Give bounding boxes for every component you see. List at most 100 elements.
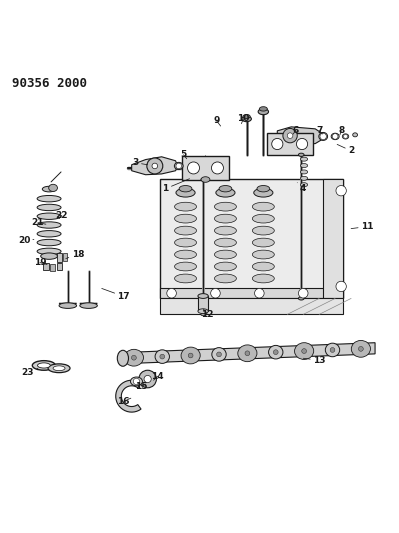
- Circle shape: [273, 350, 278, 354]
- Ellipse shape: [253, 226, 275, 235]
- Text: 5: 5: [180, 150, 187, 159]
- Ellipse shape: [41, 253, 57, 260]
- Ellipse shape: [300, 183, 308, 187]
- Ellipse shape: [300, 170, 308, 174]
- Ellipse shape: [258, 109, 269, 115]
- Text: 21: 21: [32, 218, 46, 227]
- Bar: [57, 263, 62, 270]
- Text: 1: 1: [162, 179, 190, 193]
- Circle shape: [144, 375, 151, 383]
- Ellipse shape: [175, 274, 196, 283]
- Ellipse shape: [238, 345, 257, 362]
- Circle shape: [320, 133, 326, 140]
- Ellipse shape: [253, 262, 275, 271]
- Ellipse shape: [353, 133, 358, 137]
- Bar: [160, 288, 343, 298]
- Ellipse shape: [37, 204, 61, 211]
- Ellipse shape: [300, 176, 308, 180]
- Bar: [43, 263, 49, 270]
- Text: 23: 23: [22, 368, 38, 377]
- Text: 90356 2000: 90356 2000: [12, 77, 87, 90]
- Ellipse shape: [243, 115, 250, 118]
- Ellipse shape: [269, 345, 283, 359]
- Circle shape: [147, 158, 163, 174]
- Ellipse shape: [37, 213, 61, 220]
- Ellipse shape: [37, 196, 61, 202]
- Text: 22: 22: [55, 211, 68, 220]
- Circle shape: [332, 134, 338, 139]
- Circle shape: [272, 139, 283, 150]
- Text: 6: 6: [292, 126, 298, 135]
- Text: 7: 7: [316, 126, 322, 135]
- Ellipse shape: [325, 343, 340, 357]
- Text: 20: 20: [18, 236, 34, 245]
- Bar: [182, 156, 229, 180]
- Ellipse shape: [331, 133, 339, 140]
- Circle shape: [330, 348, 335, 352]
- Ellipse shape: [214, 274, 236, 283]
- Ellipse shape: [300, 164, 308, 167]
- Ellipse shape: [37, 248, 61, 255]
- Ellipse shape: [351, 341, 370, 357]
- Ellipse shape: [59, 303, 77, 309]
- Ellipse shape: [130, 377, 142, 386]
- Ellipse shape: [253, 250, 275, 259]
- Ellipse shape: [175, 202, 196, 211]
- Text: 2: 2: [337, 144, 354, 155]
- Ellipse shape: [124, 349, 144, 366]
- Ellipse shape: [175, 226, 196, 235]
- Ellipse shape: [212, 348, 226, 361]
- Ellipse shape: [253, 214, 275, 223]
- Text: 14: 14: [151, 372, 164, 381]
- Text: 11: 11: [351, 222, 373, 231]
- Circle shape: [167, 288, 176, 298]
- Ellipse shape: [174, 163, 183, 169]
- Ellipse shape: [80, 303, 97, 309]
- Circle shape: [336, 185, 346, 196]
- Ellipse shape: [49, 184, 57, 191]
- Circle shape: [176, 163, 182, 169]
- Bar: [160, 298, 343, 314]
- Polygon shape: [80, 303, 97, 305]
- Ellipse shape: [198, 309, 208, 313]
- Polygon shape: [132, 157, 178, 175]
- Ellipse shape: [219, 185, 232, 192]
- Text: 16: 16: [117, 397, 131, 406]
- Ellipse shape: [319, 132, 328, 140]
- Text: 17: 17: [102, 288, 130, 301]
- Text: 19: 19: [34, 258, 47, 267]
- Ellipse shape: [53, 366, 65, 370]
- Bar: [63, 253, 67, 261]
- Text: 18: 18: [66, 250, 84, 259]
- Ellipse shape: [175, 262, 196, 271]
- Circle shape: [344, 134, 348, 139]
- Text: 3: 3: [132, 158, 148, 167]
- Ellipse shape: [259, 107, 267, 111]
- Ellipse shape: [253, 274, 275, 283]
- Text: 4: 4: [297, 183, 306, 193]
- Ellipse shape: [242, 116, 251, 122]
- Polygon shape: [277, 127, 323, 144]
- Ellipse shape: [298, 153, 304, 156]
- Ellipse shape: [175, 250, 196, 259]
- Circle shape: [188, 162, 200, 174]
- Ellipse shape: [201, 313, 206, 316]
- Ellipse shape: [38, 363, 50, 368]
- Text: 13: 13: [303, 356, 326, 365]
- Ellipse shape: [201, 177, 210, 182]
- Ellipse shape: [253, 238, 275, 247]
- Ellipse shape: [37, 222, 61, 228]
- Ellipse shape: [176, 188, 195, 197]
- Ellipse shape: [254, 188, 273, 197]
- Text: 8: 8: [338, 126, 344, 135]
- Circle shape: [302, 349, 306, 353]
- Ellipse shape: [48, 364, 70, 373]
- Circle shape: [358, 346, 363, 351]
- Circle shape: [298, 288, 308, 298]
- Polygon shape: [116, 380, 141, 412]
- Ellipse shape: [214, 202, 236, 211]
- Ellipse shape: [32, 361, 55, 370]
- Ellipse shape: [181, 347, 200, 364]
- Text: 10: 10: [237, 115, 250, 124]
- Circle shape: [211, 288, 220, 298]
